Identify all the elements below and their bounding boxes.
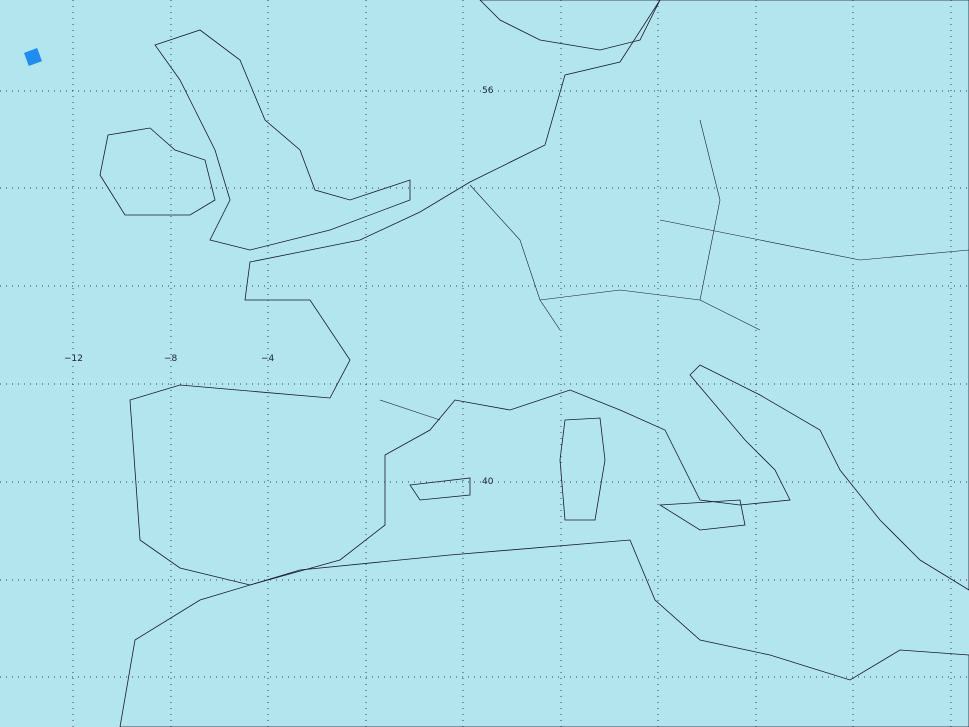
- lat-label-56: 56: [482, 86, 494, 96]
- swath-fragment: [24, 48, 42, 66]
- lon-label-minus12: −12: [64, 354, 83, 364]
- coastlines: [99, 0, 969, 727]
- coastline-corsica-sardinia: [559, 417, 606, 521]
- lat-label-40: 40: [482, 477, 494, 487]
- coastline-north-africa: [119, 539, 969, 727]
- border-line: [469, 184, 561, 331]
- lon-label-minus8: −8: [164, 354, 178, 364]
- coastline-balearics: [409, 477, 471, 501]
- graticule-labels: −12 −8 −4 56 40: [64, 86, 494, 487]
- coastline-sicily: [658, 499, 746, 531]
- border-line: [379, 399, 441, 421]
- lon-label-minus4: −4: [261, 354, 275, 364]
- border-line: [699, 119, 721, 301]
- border-line: [659, 219, 969, 261]
- coastline-europe: [129, 0, 969, 591]
- coastline-great-britain: [154, 29, 411, 251]
- border-line: [539, 289, 761, 331]
- coastline-scandinavia: [479, 0, 661, 51]
